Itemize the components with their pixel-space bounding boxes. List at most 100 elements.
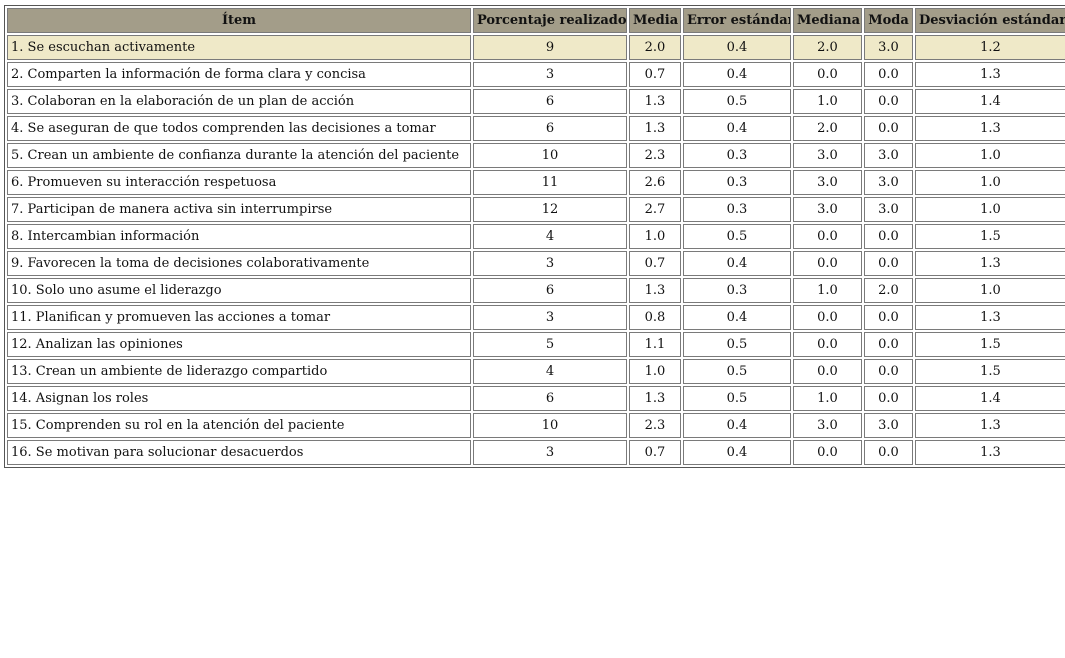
value-cell: 3.0 (864, 143, 913, 168)
value-cell: 5 (473, 332, 627, 357)
item-cell: 15. Comprenden su rol en la atención del… (7, 413, 471, 438)
value-cell: 0.4 (683, 116, 791, 141)
item-cell: 6. Promueven su interacción respetuosa (7, 170, 471, 195)
stats-table: Ítem Porcentaje realizado Media Error están… (4, 5, 1065, 468)
value-cell: 0.0 (864, 251, 913, 276)
value-cell: 2.6 (629, 170, 681, 195)
column-header: Ítem (7, 8, 471, 33)
item-cell: 13. Crean un ambiente de liderazgo compa… (7, 359, 471, 384)
table-row: 2. Comparten la información de forma cla… (7, 62, 1065, 87)
item-cell: 7. Participan de manera activa sin inter… (7, 197, 471, 222)
value-cell: 0.5 (683, 224, 791, 249)
item-cell: 9. Favorecen la toma de decisiones colab… (7, 251, 471, 276)
value-cell: 3.0 (864, 197, 913, 222)
item-cell: 10. Solo uno asume el liderazgo (7, 278, 471, 303)
value-cell: 1.5 (915, 224, 1065, 249)
value-cell: 1.0 (793, 89, 862, 114)
value-cell: 0.0 (864, 89, 913, 114)
value-cell: 0.0 (793, 332, 862, 357)
value-cell: 1.0 (915, 197, 1065, 222)
value-cell: 0.0 (793, 224, 862, 249)
value-cell: 0.0 (793, 62, 862, 87)
column-header: Error estándar (683, 8, 791, 33)
value-cell: 3 (473, 251, 627, 276)
table-row: 12. Analizan las opiniones 5 1.1 0.5 0.0 0.0 1… (7, 332, 1065, 357)
value-cell: 3 (473, 62, 627, 87)
value-cell: 0.4 (683, 62, 791, 87)
table-row: 16. Se motivan para solucionar desacuerd… (7, 440, 1065, 465)
column-header: Porcentaje realizado (473, 8, 627, 33)
table-body: 1. Se escuchan activamente 9 2.0 0.4 2.0 3.0 1… (7, 35, 1065, 465)
column-header: Mediana (793, 8, 862, 33)
table-row: 15. Comprenden su rol en la atención del… (7, 413, 1065, 438)
value-cell: 0.0 (793, 440, 862, 465)
item-cell: 14. Asignan los roles (7, 386, 471, 411)
value-cell: 1.0 (915, 170, 1065, 195)
value-cell: 0.3 (683, 197, 791, 222)
value-cell: 0.0 (864, 116, 913, 141)
value-cell: 0.4 (683, 35, 791, 60)
header-row: Ítem Porcentaje realizado Media Error están… (7, 8, 1065, 33)
value-cell: 0.5 (683, 386, 791, 411)
value-cell: 0.4 (683, 413, 791, 438)
value-cell: 0.0 (793, 305, 862, 330)
value-cell: 2.3 (629, 143, 681, 168)
value-cell: 11 (473, 170, 627, 195)
table-row: 11. Planifican y promueven las acciones … (7, 305, 1065, 330)
value-cell: 6 (473, 278, 627, 303)
table-row: 9. Favorecen la toma de decisiones colab… (7, 251, 1065, 276)
value-cell: 1.0 (915, 278, 1065, 303)
item-cell: 12. Analizan las opiniones (7, 332, 471, 357)
value-cell: 0.8 (629, 305, 681, 330)
value-cell: 3.0 (793, 413, 862, 438)
value-cell: 2.0 (793, 116, 862, 141)
value-cell: 12 (473, 197, 627, 222)
value-cell: 1.0 (629, 359, 681, 384)
value-cell: 0.7 (629, 251, 681, 276)
value-cell: 0.5 (683, 359, 791, 384)
value-cell: 0.0 (864, 305, 913, 330)
value-cell: 1.3 (915, 440, 1065, 465)
value-cell: 6 (473, 89, 627, 114)
value-cell: 1.4 (915, 89, 1065, 114)
column-header: Desviación estándar (915, 8, 1065, 33)
table-row: 8. Intercambian información 4 1.0 0.5 0.0 0.0… (7, 224, 1065, 249)
value-cell: 1.3 (915, 305, 1065, 330)
value-cell: 1.1 (629, 332, 681, 357)
value-cell: 1.3 (915, 62, 1065, 87)
value-cell: 1.0 (793, 278, 862, 303)
table-row: 10. Solo uno asume el liderazgo 6 1.3 0.3 1.… (7, 278, 1065, 303)
value-cell: 0.0 (793, 251, 862, 276)
value-cell: 1.3 (629, 116, 681, 141)
value-cell: 0.4 (683, 251, 791, 276)
value-cell: 0.0 (864, 332, 913, 357)
value-cell: 2.0 (864, 278, 913, 303)
value-cell: 4 (473, 224, 627, 249)
value-cell: 1.3 (629, 386, 681, 411)
item-cell: 5. Crean un ambiente de confianza durant… (7, 143, 471, 168)
value-cell: 2.7 (629, 197, 681, 222)
value-cell: 9 (473, 35, 627, 60)
table-row: 4. Se aseguran de que todos comprenden l… (7, 116, 1065, 141)
table-row: 6. Promueven su interacción respetuosa 11… (7, 170, 1065, 195)
item-cell: 11. Planifican y promueven las acciones … (7, 305, 471, 330)
value-cell: 1.3 (629, 278, 681, 303)
table-row: 13. Crean un ambiente de liderazgo compa… (7, 359, 1065, 384)
value-cell: 2.0 (793, 35, 862, 60)
value-cell: 6 (473, 116, 627, 141)
value-cell: 0.0 (793, 359, 862, 384)
value-cell: 1.3 (915, 251, 1065, 276)
item-cell: 1. Se escuchan activamente (7, 35, 471, 60)
value-cell: 0.3 (683, 278, 791, 303)
value-cell: 3.0 (864, 35, 913, 60)
value-cell: 3.0 (793, 143, 862, 168)
value-cell: 3.0 (793, 197, 862, 222)
column-header: Moda (864, 8, 913, 33)
table-row: 5. Crean un ambiente de confianza durant… (7, 143, 1065, 168)
value-cell: 1.0 (793, 386, 862, 411)
value-cell: 4 (473, 359, 627, 384)
value-cell: 3.0 (864, 413, 913, 438)
table-row: 3. Colaboran en la elaboración de un pla… (7, 89, 1065, 114)
value-cell: 0.5 (683, 89, 791, 114)
